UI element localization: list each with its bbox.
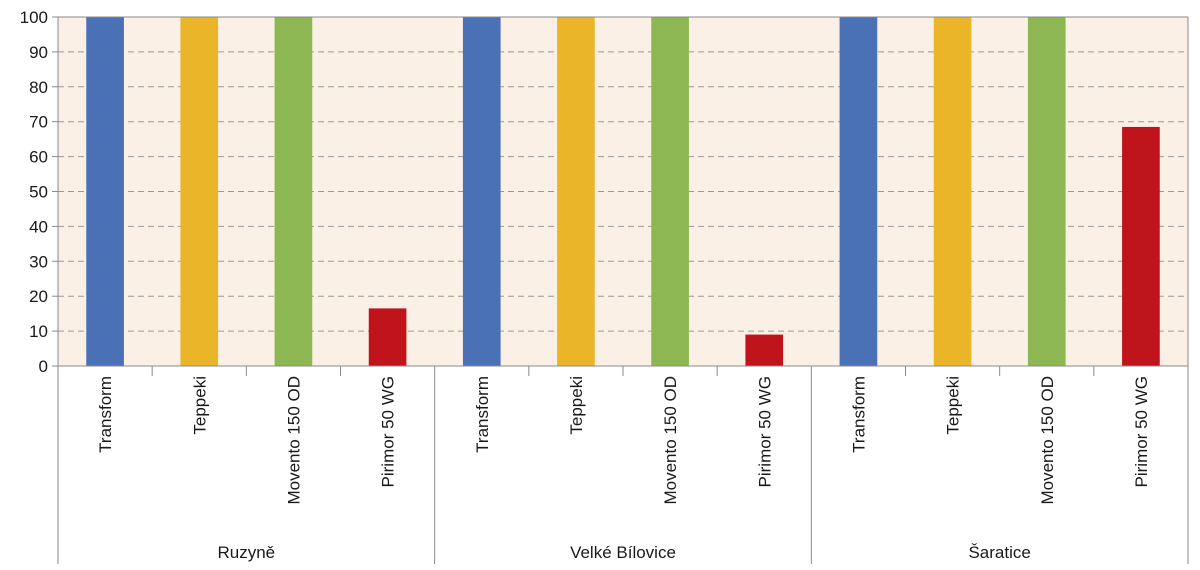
category-label: Pirimor 50 WG bbox=[755, 376, 774, 487]
bar-transform bbox=[86, 17, 124, 366]
y-tick-label: 80 bbox=[29, 78, 48, 97]
category-label: Movento 150 OD bbox=[1038, 376, 1057, 505]
category-label: Movento 150 OD bbox=[284, 376, 303, 505]
bar-transform bbox=[462, 17, 501, 366]
bar-teppeki bbox=[933, 17, 972, 366]
bar-movento-150-od bbox=[1027, 17, 1066, 366]
category-label: Movento 150 OD bbox=[661, 376, 680, 505]
y-tick-label: 30 bbox=[29, 252, 48, 271]
bar-movento-150-od bbox=[274, 17, 313, 366]
group-label: Ruzyně bbox=[218, 543, 276, 562]
category-label: Pirimor 50 WG bbox=[1132, 376, 1151, 487]
category-label: Teppeki bbox=[190, 376, 209, 435]
category-label: Teppeki bbox=[944, 376, 963, 435]
y-tick-label: 100 bbox=[20, 8, 48, 27]
category-label: Teppeki bbox=[567, 376, 586, 435]
bar-teppeki bbox=[557, 17, 595, 366]
y-tick-label: 10 bbox=[29, 322, 48, 341]
y-tick-label: 40 bbox=[29, 217, 48, 236]
y-tick-label: 60 bbox=[29, 148, 48, 167]
category-label: Transform bbox=[473, 376, 492, 453]
bar-transform bbox=[839, 17, 878, 366]
bar-pirimor-50-wg bbox=[1122, 126, 1160, 366]
group-label: Šaratice bbox=[968, 543, 1030, 562]
bar-pirimor-50-wg bbox=[368, 308, 407, 366]
y-tick-label: 70 bbox=[29, 113, 48, 132]
category-label: Transform bbox=[96, 376, 115, 453]
category-label: Transform bbox=[849, 376, 868, 453]
category-label: Pirimor 50 WG bbox=[379, 376, 398, 487]
y-tick-label: 0 bbox=[39, 357, 48, 376]
y-tick-label: 50 bbox=[29, 183, 48, 202]
bar-teppeki bbox=[180, 17, 219, 366]
bar-pirimor-50-wg bbox=[745, 334, 784, 366]
bar-movento-150-od bbox=[651, 17, 689, 366]
y-tick-label: 20 bbox=[29, 287, 48, 306]
y-tick-label: 90 bbox=[29, 43, 48, 62]
group-label: Velké Bílovice bbox=[570, 543, 676, 562]
